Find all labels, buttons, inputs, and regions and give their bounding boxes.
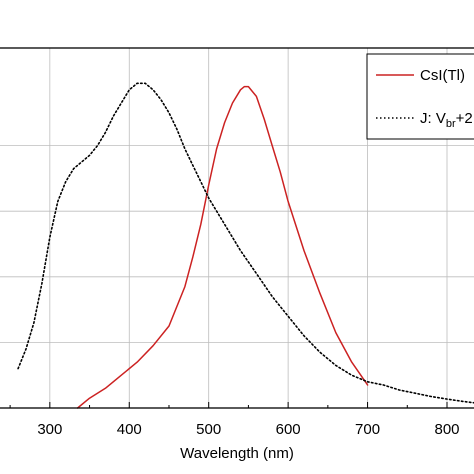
x-tick-label: 300 <box>37 421 62 438</box>
legend-label-suffix: +2.5 <box>456 110 474 127</box>
legend-box <box>366 53 474 140</box>
x-tick-label: 500 <box>196 421 221 438</box>
x-axis: 300 400 500 600 700 800 <box>9 402 460 438</box>
legend-label-subscript: br <box>446 118 456 130</box>
series-line-1 <box>17 82 474 404</box>
x-tick-label: 800 <box>434 421 459 438</box>
x-tick-label: 400 <box>117 421 142 438</box>
legend-label-main: CsI(Tl) <box>420 67 465 84</box>
plot-frame <box>0 47 474 409</box>
legend-label-main: J: V <box>420 110 446 127</box>
series-line-0 <box>76 85 369 409</box>
x-tick-label: 700 <box>355 421 380 438</box>
legend: CsI(Tl) J: Vbr+2.5 <box>366 53 474 140</box>
legend-label-1: J: Vbr+2.5 <box>420 110 474 130</box>
x-axis-label: Wavelength (nm) <box>180 445 294 462</box>
legend-label-0: CsI(Tl) <box>420 67 465 84</box>
series-layer <box>17 82 474 409</box>
x-tick-label: 600 <box>276 421 301 438</box>
